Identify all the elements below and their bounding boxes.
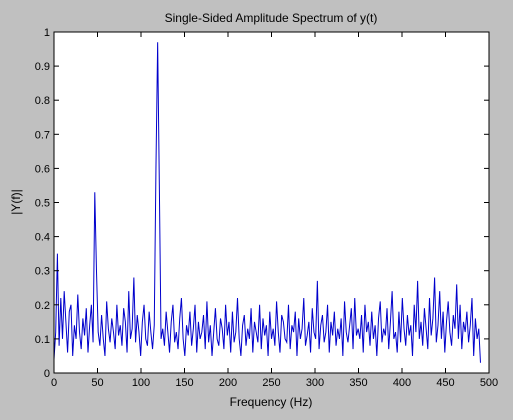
x-tick-label: 100 bbox=[132, 377, 150, 389]
y-tick-label: 0.8 bbox=[35, 95, 50, 107]
spectrum-series-line bbox=[53, 42, 481, 363]
y-tick-label: 1 bbox=[44, 27, 50, 39]
y-tick-label: 0.1 bbox=[35, 334, 50, 346]
x-tick-label: 50 bbox=[91, 377, 103, 389]
y-tick-label: 0 bbox=[44, 368, 50, 380]
y-tick-label: 0.5 bbox=[35, 198, 50, 210]
x-tick-label: 500 bbox=[480, 377, 498, 389]
x-tick-label: 300 bbox=[306, 377, 324, 389]
y-tick-label: 0.3 bbox=[35, 266, 50, 278]
y-tick-label: 0.4 bbox=[35, 232, 50, 244]
tick-group: 0 50 100 150 200 250 300 350 400 450 500 0 0.1 0.2 0.3… bbox=[35, 27, 498, 389]
y-tick-label: 0.9 bbox=[35, 61, 50, 73]
y-tick-label: 0.7 bbox=[35, 129, 50, 141]
x-tick-label: 400 bbox=[393, 377, 411, 389]
x-tick-label: 450 bbox=[436, 377, 454, 389]
y-axis-label: |Y(f)| bbox=[9, 189, 23, 215]
y-tick-label: 0.2 bbox=[35, 300, 50, 312]
chart-title: Single-Sided Amplitude Spectrum of y(t) bbox=[165, 11, 378, 25]
x-tick-label: 250 bbox=[262, 377, 280, 389]
x-axis-label: Frequency (Hz) bbox=[230, 395, 313, 409]
x-tick-label: 0 bbox=[51, 377, 57, 389]
x-tick-label: 200 bbox=[219, 377, 237, 389]
x-tick-label: 150 bbox=[175, 377, 193, 389]
series-line-group bbox=[53, 42, 481, 363]
y-tick-label: 0.6 bbox=[35, 163, 50, 175]
x-tick-label: 350 bbox=[349, 377, 367, 389]
